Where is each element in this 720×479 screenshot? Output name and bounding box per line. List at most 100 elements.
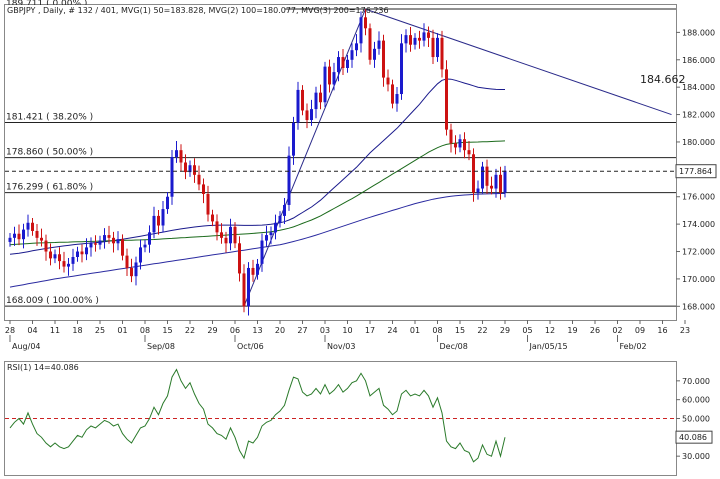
x-tick-label: 15 [162, 326, 172, 335]
candle-body [260, 240, 264, 264]
candle-body [400, 43, 403, 95]
candle-body [8, 237, 12, 242]
price-y-tick-label: 176.000 [682, 193, 715, 202]
rsi-header: RSI(1) 14=40.086 [7, 363, 79, 372]
x-tick-label: 24 [387, 326, 397, 335]
candle-body [494, 174, 498, 189]
candle-body [395, 94, 399, 104]
fib-label: 176.299 ( 61.80% ) [6, 183, 93, 193]
candle-body [62, 261, 66, 267]
rsi-y-tick-label: 50.000 [682, 415, 710, 424]
candle-body [148, 232, 151, 245]
candle-body [323, 66, 327, 103]
x-tick-label: 01 [117, 326, 127, 335]
candle-body [242, 273, 246, 307]
candle-body [71, 257, 75, 264]
candle-body [67, 263, 70, 267]
month-label: Sep/08 [147, 342, 175, 351]
candle-body [44, 240, 48, 252]
x-tick-label: 23 [680, 326, 690, 335]
rsi-y-tick-label: 60.000 [682, 396, 710, 405]
current-price-value: 177.864 [679, 167, 712, 176]
x-tick-label: 13 [252, 326, 262, 335]
candle-body [373, 48, 376, 60]
candle-body [319, 92, 322, 103]
price-y-tick-label: 188.000 [682, 28, 715, 37]
candle-body [49, 251, 52, 259]
candle-body [305, 110, 309, 121]
candle-body [386, 77, 390, 85]
candle-body [467, 150, 471, 155]
candle-body [413, 37, 417, 45]
x-tick-label: 26 [590, 326, 600, 335]
candle-body [449, 129, 453, 144]
candle-body [274, 222, 277, 233]
candle-body [166, 196, 169, 210]
x-axis: 28 04 11 18 25 01 08 15 22 29 06 13 20 27 03 10 17 24 01 08… [5, 320, 690, 351]
price-y-tick-label: 168.000 [682, 302, 715, 311]
moving-averages [9, 78, 506, 288]
candle-body [359, 17, 363, 44]
candle-body [89, 243, 93, 248]
candle-body [436, 37, 439, 58]
price-y-tick-label: 180.000 [682, 138, 715, 147]
price-panel-frame [4, 4, 677, 321]
rsi-current-tag: 40.086 [675, 430, 713, 444]
candle-body [17, 233, 21, 240]
rsi-current-value: 40.086 [679, 433, 707, 442]
candle-body [31, 222, 34, 231]
candle-body [301, 89, 304, 111]
trendline [365, 8, 672, 116]
candle-body [256, 263, 259, 275]
price-y-tick-label: 182.000 [682, 111, 715, 120]
current-price-tag: 177.864 [675, 164, 717, 179]
candle-body [229, 226, 232, 244]
candle-body [404, 35, 408, 44]
candle-body [485, 166, 489, 186]
ma200-line [9, 193, 505, 288]
price-y-tick-label: 174.000 [682, 220, 715, 229]
x-tick-label: 22 [185, 326, 195, 335]
candle-body [22, 229, 25, 240]
x-tick-label: 27 [297, 326, 307, 335]
candle-body [391, 84, 394, 104]
candle-body [431, 37, 435, 58]
rsi-y-tick-label: 70.000 [682, 377, 710, 386]
x-tick-label: 05 [522, 326, 532, 335]
candle-body [134, 262, 138, 277]
x-tick-label: 28 [5, 326, 15, 335]
candle-body [125, 255, 129, 268]
candle-body [283, 204, 286, 216]
candle-body [13, 233, 16, 238]
price-y-tick-label: 170.000 [682, 275, 715, 284]
candle-body [499, 174, 502, 193]
candle-body [211, 214, 214, 222]
candle-body [188, 165, 192, 173]
x-tick-label: 22 [477, 326, 487, 335]
fib-label: 168.009 ( 100.00% ) [6, 296, 99, 306]
rsi-panel-frame [4, 361, 677, 476]
x-tick-label: 20 [275, 326, 285, 335]
month-label: Feb/02 [620, 342, 647, 351]
x-tick-label: 11 [50, 326, 60, 335]
candle-body [233, 226, 237, 244]
rsi-y-tick-label: 30.000 [682, 452, 710, 461]
candle-body [247, 267, 250, 307]
x-tick-label: 03 [320, 326, 330, 335]
candle-body [314, 92, 318, 110]
chart-header: GBPJPY , Daily, # 132 / 401, MVG(1) 50=1… [7, 6, 389, 15]
candle-body [98, 240, 102, 245]
candle-body [418, 37, 421, 41]
x-tick-label: 02 [612, 326, 622, 335]
x-tick-label: 01 [410, 326, 420, 335]
price-y-tick-label: 186.000 [682, 56, 715, 65]
candle-body [251, 267, 255, 275]
fib-label: 178.860 ( 50.00% ) [6, 148, 93, 158]
candle-body [463, 139, 466, 151]
candle-body [193, 165, 196, 175]
price-y-tick-label: 172.000 [682, 248, 715, 257]
fib-label: 189.711 ( 0.00% ) [6, 0, 87, 9]
fib-label: 181.421 ( 38.20% ) [6, 112, 93, 122]
ma50-line [9, 78, 505, 255]
